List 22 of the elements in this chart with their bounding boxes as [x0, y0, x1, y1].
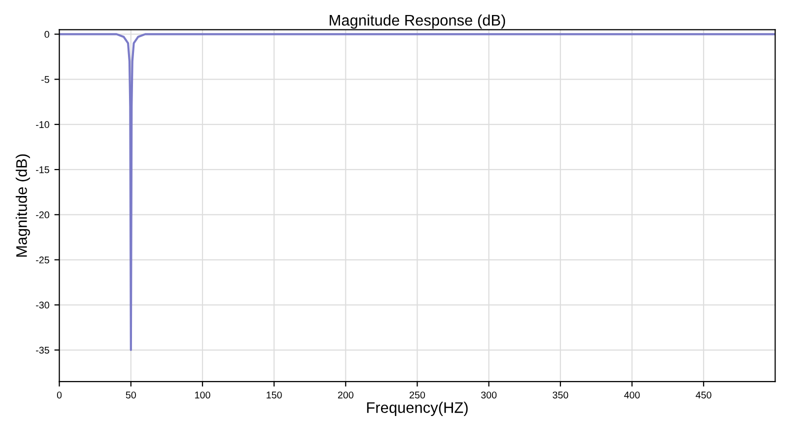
y-tick-label: -15	[36, 166, 50, 174]
x-tick-label: 50	[126, 392, 136, 398]
x-tick-label: 200	[338, 392, 354, 398]
y-tick-label: -5	[41, 76, 50, 83]
y-axis-title: Magnitude (dB)	[16, 154, 30, 257]
y-tick-label: 0	[44, 30, 50, 38]
x-tick-label: 300	[481, 392, 497, 398]
x-tick-label: 0	[57, 392, 62, 398]
x-tick-label: 150	[266, 392, 282, 398]
y-tick-label: -10	[36, 121, 50, 128]
y-tick-label: -25	[36, 256, 50, 264]
x-tick-label: 100	[195, 392, 210, 398]
y-tick-label: -35	[36, 346, 50, 354]
x-tick-label: 350	[552, 392, 568, 398]
x-tick-label: 250	[410, 392, 425, 398]
x-tick-label: 450	[696, 392, 712, 398]
x-axis-title: Frequency(HZ)	[367, 402, 468, 416]
line-series	[59, 33, 776, 352]
x-tick-label: 400	[624, 392, 640, 398]
y-tick-label: -20	[36, 211, 50, 218]
y-tick-label: -30	[36, 302, 50, 309]
chart-title: Magnitude Response (dB)	[330, 14, 506, 29]
